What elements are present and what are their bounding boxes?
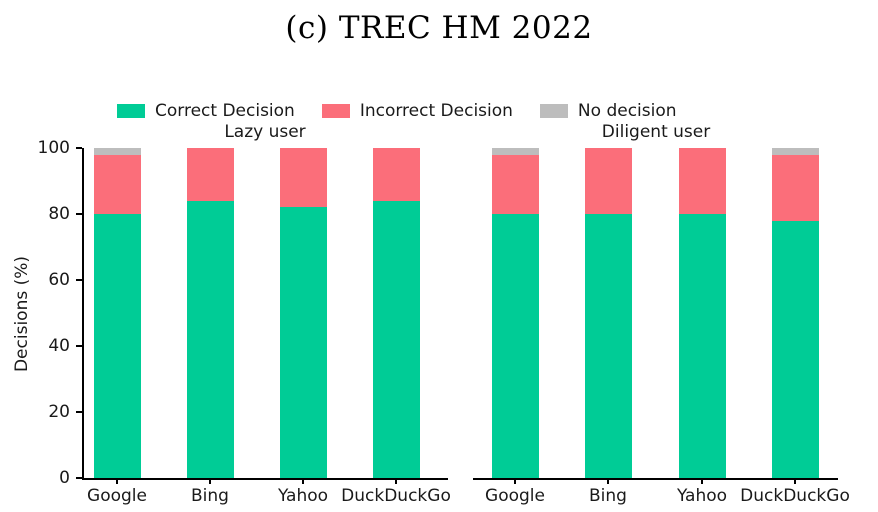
bar-diligent-user-google-no-decision	[491, 148, 539, 155]
x-tick-mark	[116, 479, 118, 484]
y-tick-mark	[76, 279, 82, 281]
y-tick-label: 20	[48, 402, 70, 422]
bar-diligent-user-duckduckgo-correct-decision	[771, 220, 819, 478]
x-tick-label-yahoo: Yahoo	[277, 486, 329, 506]
x-tick-mark	[302, 479, 304, 484]
legend-item-no-decision: No decision	[539, 101, 677, 121]
bar-diligent-user-yahoo-correct-decision	[678, 214, 726, 478]
x-axis-spine	[82, 478, 448, 480]
x-axis-spine	[473, 478, 838, 480]
x-tick-label-yahoo: Yahoo	[676, 486, 728, 506]
bar-lazy-user-bing-correct-decision	[186, 200, 234, 478]
x-tick-label-bing: Bing	[589, 486, 627, 506]
subplot-title-diligent-user: Diligent user	[601, 122, 711, 142]
legend: Correct Decision Incorrect Decision No d…	[117, 101, 677, 121]
bar-lazy-user-yahoo-incorrect-decision	[279, 148, 327, 208]
legend-label: Incorrect Decision	[359, 101, 513, 121]
bar-lazy-user-bing-incorrect-decision	[186, 148, 234, 201]
legend-label: No decision	[577, 101, 677, 121]
x-tick-mark	[395, 479, 397, 484]
y-tick-mark	[76, 147, 82, 149]
y-tick-label: 40	[48, 336, 70, 356]
bar-diligent-user-google-correct-decision	[491, 214, 539, 478]
bar-diligent-user-yahoo-incorrect-decision	[678, 148, 726, 214]
y-tick-mark	[76, 345, 82, 347]
y-tick-label: 0	[59, 468, 70, 488]
bar-lazy-user-duckduckgo-correct-decision	[372, 200, 420, 478]
bar-lazy-user-google-incorrect-decision	[93, 154, 141, 214]
y-tick-mark	[76, 213, 82, 215]
x-tick-label-duckduckgo: DuckDuckGo	[341, 486, 451, 506]
x-tick-mark	[794, 479, 796, 484]
bar-diligent-user-bing-correct-decision	[584, 214, 632, 478]
bar-lazy-user-google-correct-decision	[93, 214, 141, 478]
incorrect-decision-swatch-icon	[321, 104, 350, 118]
legend-label: Correct Decision	[155, 101, 295, 121]
bar-diligent-user-duckduckgo-incorrect-decision	[771, 154, 819, 221]
correct-decision-swatch-icon	[117, 104, 145, 118]
bar-diligent-user-duckduckgo-no-decision	[771, 148, 819, 155]
x-tick-label-bing: Bing	[191, 486, 229, 506]
y-tick-label: 100	[37, 138, 70, 158]
subplot-title-lazy-user: Lazy user	[224, 122, 306, 142]
bar-lazy-user-duckduckgo-incorrect-decision	[372, 148, 420, 201]
y-tick-mark	[76, 477, 82, 479]
bar-diligent-user-bing-incorrect-decision	[584, 148, 632, 214]
chart-title: (c) TREC HM 2022	[285, 10, 593, 46]
y-tick-mark	[76, 411, 82, 413]
y-axis-label: Decisions (%)	[12, 255, 32, 373]
bar-lazy-user-google-no-decision	[93, 148, 141, 155]
y-tick-label: 60	[48, 270, 70, 290]
x-tick-label-google: Google	[87, 486, 147, 506]
x-tick-mark	[514, 479, 516, 484]
bar-lazy-user-yahoo-correct-decision	[279, 207, 327, 478]
bar-diligent-user-google-incorrect-decision	[491, 154, 539, 214]
legend-item-correct-decision: Correct Decision	[117, 101, 295, 121]
x-tick-label-google: Google	[485, 486, 545, 506]
legend-item-incorrect-decision: Incorrect Decision	[321, 101, 513, 121]
y-tick-label: 80	[48, 204, 70, 224]
x-tick-mark	[607, 479, 609, 484]
x-tick-label-duckduckgo: DuckDuckGo	[740, 486, 850, 506]
x-tick-mark	[701, 479, 703, 484]
y-axis-spine	[82, 148, 84, 480]
x-tick-mark	[209, 479, 211, 484]
no-decision-swatch-icon	[539, 104, 568, 118]
